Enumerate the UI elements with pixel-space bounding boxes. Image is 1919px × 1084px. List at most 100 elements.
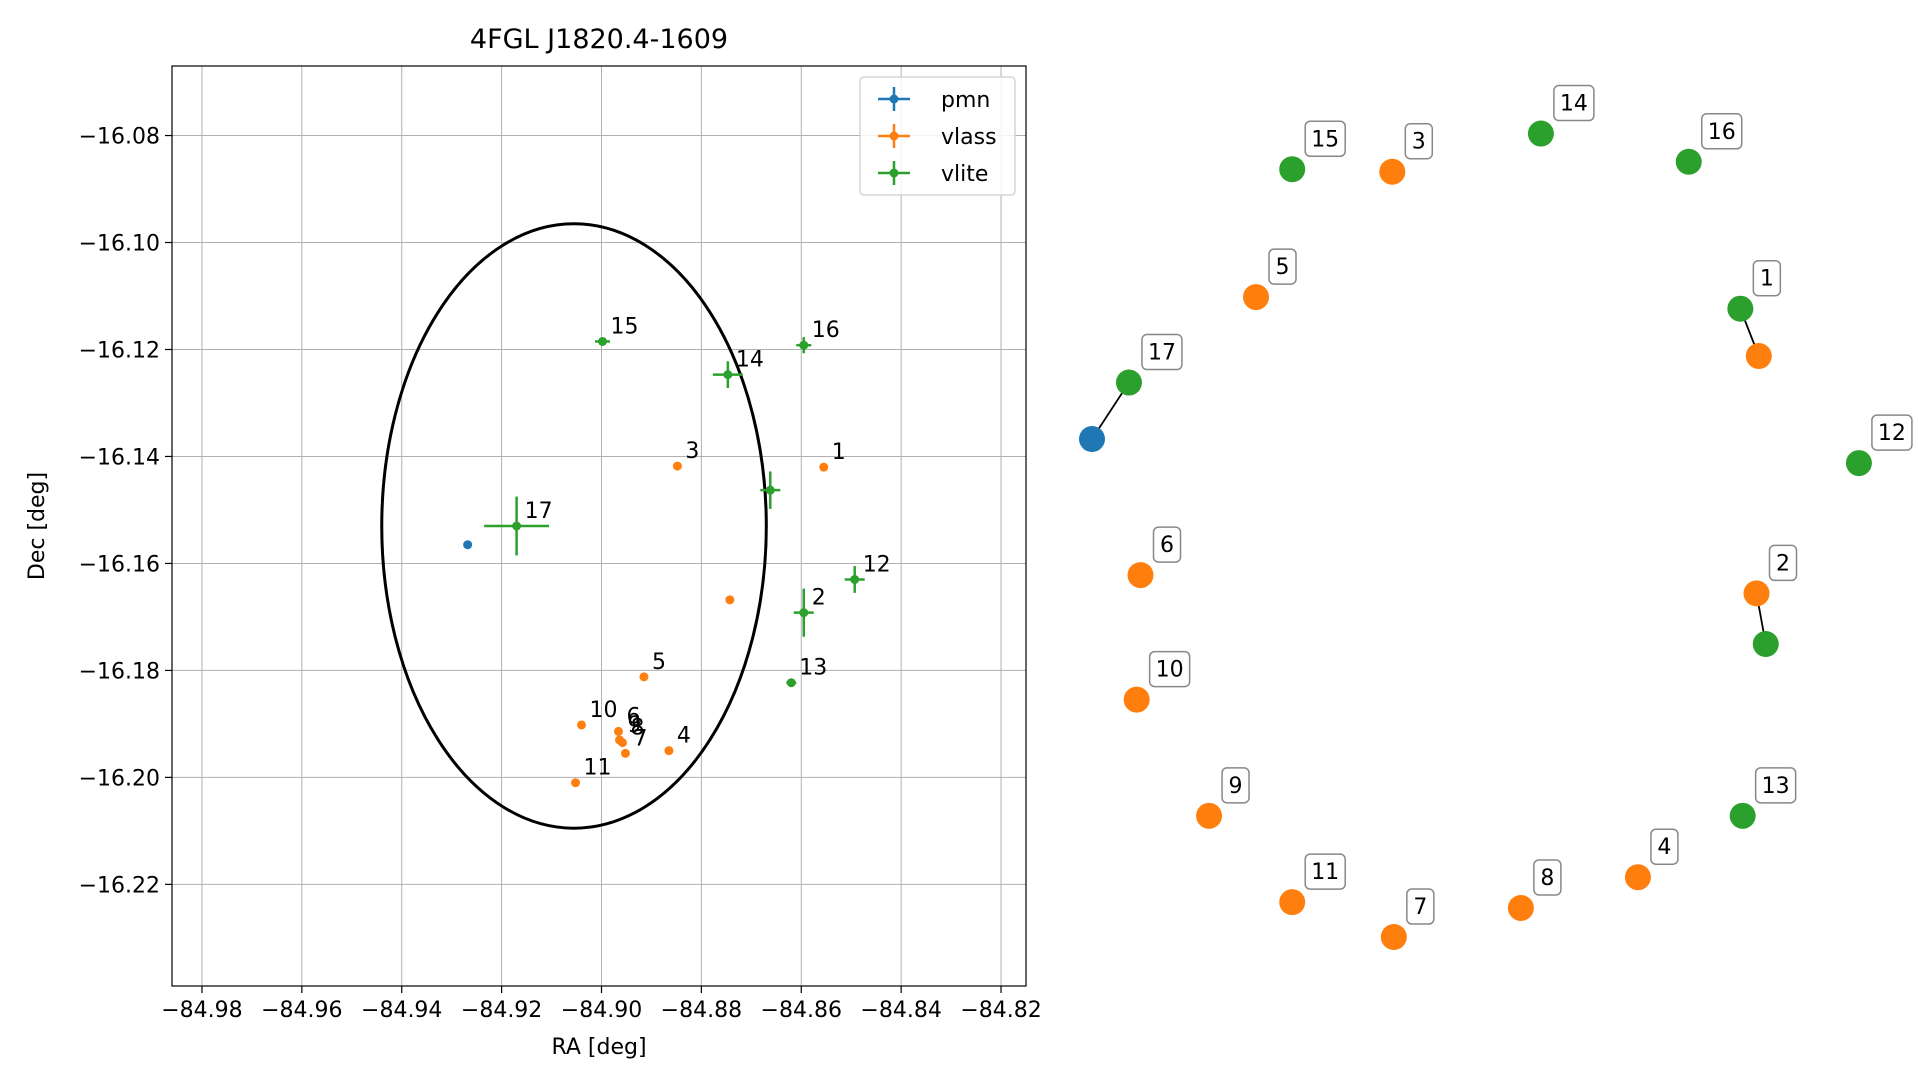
vlass-point-label: 5 — [652, 650, 666, 675]
graph-node-label: 7 — [1413, 895, 1427, 920]
graph-node — [1379, 158, 1406, 185]
vlite-point — [723, 370, 733, 380]
graph-node — [1729, 802, 1756, 829]
x-tick-label: −84.92 — [461, 998, 542, 1023]
graph-node — [1123, 686, 1150, 713]
vlass-point-label: 9 — [627, 713, 641, 738]
y-axis-label: Dec [deg] — [25, 472, 50, 580]
graph-node — [1752, 631, 1779, 658]
vlass-point — [620, 748, 630, 758]
graph-node-label: 11 — [1311, 860, 1339, 885]
vlass-point — [577, 720, 587, 730]
graph-node — [1675, 148, 1702, 175]
graph-node-label-box — [1152, 526, 1182, 563]
x-tick-label: −84.88 — [661, 998, 742, 1023]
y-tick-label: −16.14 — [79, 445, 160, 470]
graph-node-label-box — [1754, 767, 1797, 804]
vlass-point-label: 4 — [677, 724, 691, 749]
vlass-point — [672, 461, 682, 471]
graph-node-label: 5 — [1276, 255, 1290, 280]
graph-node-label: 12 — [1878, 421, 1906, 446]
vlass-point-label: 10 — [590, 698, 618, 723]
legend-label-pmn: pmn — [941, 88, 990, 113]
vlite-point-label: 2 — [812, 586, 826, 611]
graph-node-label-box — [1221, 767, 1250, 804]
y-tick-label: −16.12 — [79, 338, 160, 363]
graph-node — [1845, 450, 1872, 477]
pmn-point — [463, 540, 473, 550]
graph-node-label-box — [1304, 120, 1346, 157]
graph-node-label-box — [1768, 544, 1798, 582]
vlass-point — [614, 735, 624, 745]
y-tick-label: −16.08 — [79, 125, 160, 150]
graph-node — [1624, 864, 1651, 891]
vlass-point — [571, 778, 581, 788]
vlass-point — [725, 595, 735, 605]
legend-label-vlite: vlite — [941, 162, 988, 187]
graph-node-label-box — [1268, 248, 1297, 285]
graph-node-label: 9 — [1229, 774, 1243, 799]
x-tick-label: −84.86 — [761, 998, 842, 1023]
graph-node-label-box — [1701, 113, 1743, 150]
vlass-point-label: 6 — [626, 704, 640, 729]
vlite-point-label: 12 — [863, 552, 891, 577]
graph-node-label-box — [1406, 888, 1435, 925]
graph-node-label: 16 — [1708, 120, 1736, 145]
legend-marker-pmn — [889, 94, 899, 104]
vlite-point — [786, 678, 796, 688]
graph-node — [1079, 426, 1105, 452]
graph-node-label-box — [1533, 859, 1562, 896]
graph-node-label-box — [1141, 333, 1183, 371]
legend-box — [859, 76, 1016, 196]
graph-node — [1743, 580, 1770, 607]
x-axis-label: RA [deg] — [551, 1035, 646, 1060]
graph-node-label-box — [1304, 853, 1346, 890]
vlite-point — [799, 340, 809, 350]
x-tick-label: −84.90 — [561, 998, 642, 1023]
vlass-point — [613, 726, 623, 736]
graph-node-label: 15 — [1311, 127, 1339, 152]
chart-title: 4FGL J1820.4-1609 — [470, 24, 728, 55]
graph-node-label-box — [1404, 122, 1434, 160]
legend-marker-vlite — [889, 168, 899, 178]
vlite-point — [765, 485, 775, 495]
vlite-point — [799, 608, 809, 618]
graph-node-label: 14 — [1560, 92, 1588, 117]
vlass-point-label: 7 — [633, 726, 647, 751]
vlite-point — [597, 336, 607, 346]
graph-node-label-box — [1553, 84, 1595, 122]
graph-node-label: 6 — [1160, 533, 1174, 558]
legend-marker-vlass — [889, 131, 899, 141]
graph-node — [1243, 284, 1270, 311]
graph-node-label: 2 — [1776, 551, 1790, 576]
vlass-point-label: 11 — [584, 756, 612, 781]
x-tick-label: −84.94 — [361, 998, 442, 1023]
graph-node — [1507, 894, 1534, 921]
vlass-point-label: 1 — [832, 440, 846, 465]
y-tick-label: −16.16 — [79, 552, 160, 577]
plot-frame — [171, 65, 1027, 987]
vlass-point-label: 8 — [630, 716, 644, 741]
y-tick-label: −16.20 — [79, 766, 160, 791]
graph-node — [1279, 156, 1306, 183]
graph-node — [1745, 343, 1772, 369]
vlite-point-label: 17 — [525, 499, 553, 524]
graph-node-label: 3 — [1412, 130, 1426, 155]
vlass-point — [819, 462, 829, 472]
vlite-point — [850, 574, 860, 584]
graph-node — [1380, 924, 1407, 950]
graph-node-label: 10 — [1156, 658, 1184, 683]
graph-node-label: 17 — [1148, 341, 1176, 366]
graph-node-label-box — [1752, 259, 1782, 297]
vlite-point-label: 16 — [812, 318, 840, 343]
graph-node-label-box — [1650, 828, 1679, 865]
y-tick-label: −16.18 — [79, 659, 160, 684]
graph-node — [1527, 120, 1554, 147]
vlass-point — [639, 672, 649, 682]
axis-ticks: −84.98 −84.96 −84.94 −84.92 −84.90 −84.88 −84.… — [79, 125, 1042, 1023]
vlite-point — [512, 521, 522, 531]
